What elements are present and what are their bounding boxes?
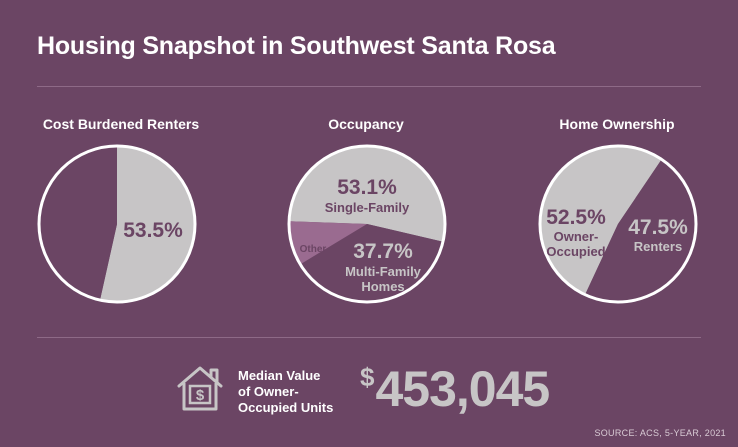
bottom-divider <box>37 337 701 338</box>
source-note: SOURCE: ACS, 5-YEAR, 2021 <box>594 428 726 438</box>
chart-title-occupancy: Occupancy <box>328 116 404 132</box>
data-label-owner-pct: 52.5% <box>546 206 606 229</box>
median-label-line-3: Occupied Units <box>238 400 334 415</box>
data-label-multi-family-name-2: Homes <box>361 279 404 294</box>
pie-outline <box>37 144 197 304</box>
slice-renters <box>585 159 697 302</box>
top-divider <box>37 86 701 87</box>
pie-chart-home-ownership: 52.5%Owner-Occupied 47.5%Renters <box>538 144 698 304</box>
pie-outline <box>287 144 447 304</box>
median-value: $453,045 <box>360 360 550 418</box>
slice-other <box>289 221 367 265</box>
pie-outline <box>538 144 698 304</box>
pie-chart-cost-burdened: 53.5% <box>37 144 197 304</box>
house-dollar-icon: $ <box>177 366 223 411</box>
dollar-sign: $ <box>360 362 375 392</box>
slice-cost-burdened <box>99 146 196 302</box>
data-label-renter-name: Renters <box>634 239 682 254</box>
data-label-owner-name-2: Occupied <box>546 244 605 259</box>
chart-title-cost-burdened: Cost Burdened Renters <box>42 116 200 132</box>
slice-not-cost-burdened <box>39 146 117 301</box>
median-label-line-1: Median Value <box>238 368 321 383</box>
median-label: Median Value of Owner- Occupied Units <box>238 368 358 416</box>
data-label-single-family-name: Single-Family <box>325 200 410 215</box>
data-label-multi-family-name-1: Multi-Family <box>345 264 422 279</box>
chart-title-home-ownership: Home Ownership <box>559 116 675 132</box>
data-label-single-family-pct: 53.1% <box>337 176 397 199</box>
data-label-multi-family-pct: 37.7% <box>353 240 413 263</box>
pie-chart-occupancy: 53.1%Single-Family 37.7%Multi-FamilyHomes… <box>287 144 447 304</box>
data-label-cost-burdened: 53.5% <box>123 219 183 242</box>
slice-multi-family <box>300 224 443 302</box>
data-label-renter-pct: 47.5% <box>628 216 688 239</box>
median-value-number: 453,045 <box>375 361 550 417</box>
data-label-owner-name-1: Owner- <box>554 229 599 244</box>
slice-owner-occupied <box>540 146 662 295</box>
page-title: Housing Snapshot in Southwest Santa Rosa <box>37 32 556 60</box>
data-label-other: Other <box>300 244 327 255</box>
slice-single-family <box>289 146 445 242</box>
median-label-line-2: of Owner- <box>238 384 299 399</box>
svg-text:$: $ <box>196 387 205 404</box>
